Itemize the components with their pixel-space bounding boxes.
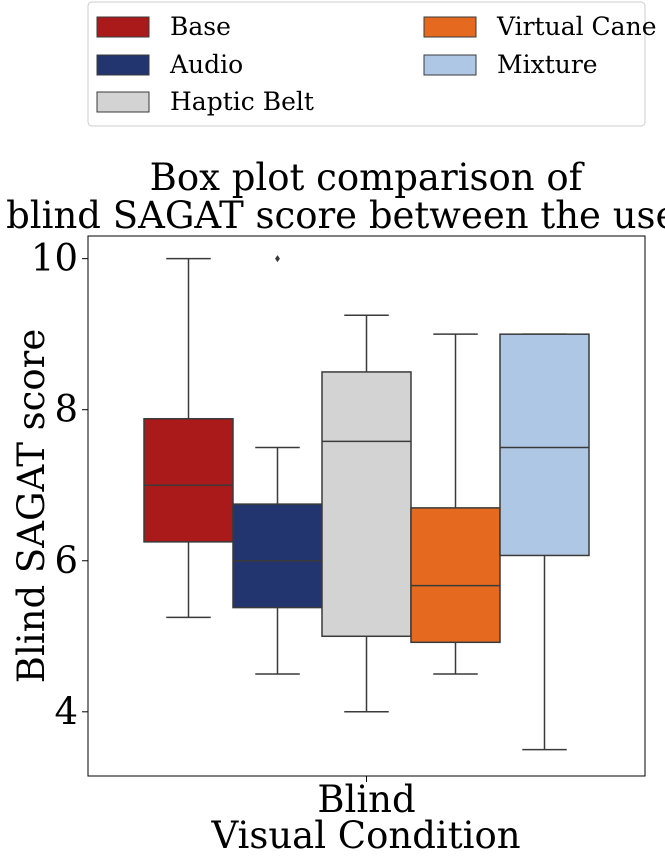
- x-axis-label: Visual Condition: [210, 814, 520, 857]
- legend-swatch-virtual-cane: [423, 16, 477, 38]
- legend-label-audio: Audio: [169, 50, 243, 79]
- chart-title-line-1: Box plot comparison of: [150, 156, 585, 199]
- y-tick-label-6: 6: [54, 539, 78, 582]
- outlier-audio-0: [275, 255, 280, 263]
- legend-swatch-haptic-belt: [96, 91, 150, 113]
- chart-title-line-2: blind SAGAT score between the users.: [6, 194, 665, 237]
- y-tick-label-10: 10: [31, 237, 78, 280]
- y-axis-label: Blind SAGAT score: [10, 329, 53, 683]
- plot-frame: [87, 235, 646, 777]
- box-audio: [232, 255, 323, 675]
- box-body-mixture: [499, 333, 590, 557]
- plot-area: 4 6 8 10 Blind: [31, 235, 646, 821]
- box-body-base: [143, 418, 234, 543]
- legend-label-base: Base: [170, 12, 231, 41]
- box-haptic-belt: [321, 314, 412, 713]
- box-body-virtual-cane: [410, 507, 501, 644]
- legend-label-haptic-belt: Haptic Belt: [170, 87, 314, 116]
- box-base: [143, 257, 234, 619]
- box-body-haptic-belt: [321, 371, 412, 638]
- y-tick-label-4: 4: [54, 690, 78, 733]
- legend-swatch-base: [96, 16, 150, 38]
- legend-swatch-audio: [96, 54, 150, 76]
- box-virtual-cane: [410, 333, 501, 675]
- legend-frame: [87, 1, 646, 127]
- box-mixture: [499, 333, 590, 751]
- legend: Base Audio Haptic Belt Virtual Cane Mixture: [87, 1, 657, 127]
- legend-label-virtual-cane: Virtual Cane: [496, 12, 657, 41]
- legend-swatch-mixture: [423, 54, 477, 76]
- box-body-audio: [232, 503, 323, 609]
- y-tick-label-8: 8: [54, 388, 78, 431]
- x-tick-label-0: Blind: [317, 778, 415, 821]
- legend-label-mixture: Mixture: [497, 50, 598, 79]
